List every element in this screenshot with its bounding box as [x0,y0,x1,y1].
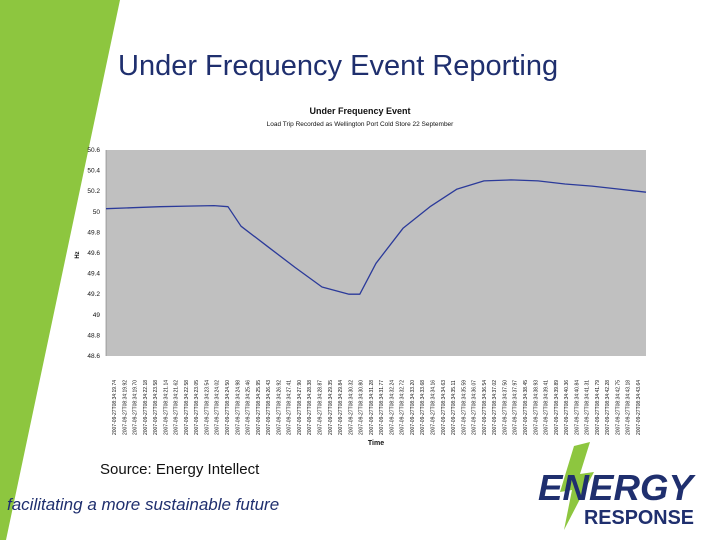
x-axis-label: Time [368,440,384,447]
x-tick-label: 2007-09-27T08:34:28.87 [317,380,323,435]
energy-response-logo: ENERGY RESPONSE [538,442,696,530]
logo-wordmark-response: RESPONSE [584,507,694,529]
tagline: facilitating a more sustainable future [7,495,280,514]
x-tick-label: 2007-09-27T08:34:38.93 [533,380,539,435]
y-tick-label: 50 [93,209,101,216]
x-tick-label: 2007-09-27T08:34:26.43 [266,380,272,435]
x-tick-label: 2007-09-27T08:34:34.16 [431,380,437,435]
x-tick-label: 2007-09-27T08:34:38.45 [523,380,529,435]
x-tick-label: 2007-09-27T08:34:25.46 [246,380,252,435]
x-tick-label: 2007-09-27T08:34:30.32 [348,380,354,435]
x-tick-label: 2007-09-27T08:34:28.38 [307,380,313,435]
chart-title: Under Frequency Event [309,106,410,116]
x-tick-label: 2007-09-27T08:34:26.92 [276,380,282,435]
logo-wordmark-energy: ENERGY [538,467,696,508]
x-tick-label: 2007-09-27T08:34:41.31 [585,380,591,435]
x-tick-label: 2007-09-27T08:34:41.79 [595,380,601,435]
x-tick-label: 2007-09-27T08:34:23.58 [153,380,159,435]
x-tick-label: 2007-09-27T08:34:21.62 [174,380,180,435]
y-tick-label: 48.8 [87,332,100,339]
y-tick-label: 50.6 [87,147,100,154]
lightning-bolt-icon [560,442,594,530]
x-tick-label: 2007-09-27T08:34:36.54 [482,380,488,435]
slide-title: Under Frequency Event Reporting [118,50,559,82]
x-tick-label: 2007-09-27T08:34:23.54 [204,380,210,435]
plot-area [106,150,646,356]
x-tick-label: 2007-09-27T08:34:31.77 [379,380,385,435]
x-tick-label: 2007-09-27T08:34:29.84 [338,380,344,435]
x-tick-label: 2007-09-27T08:34:23.05 [194,380,200,435]
y-tick-label: 49.4 [87,271,100,278]
y-axis-label: Hz [75,251,81,258]
x-tick-label: 2007-09-27T08:34:19.70 [133,380,139,435]
x-tick-label: 2007-09-27T08:34:19.74 [112,380,118,435]
y-tick-label: 49 [93,312,101,319]
y-tick-label: 49.6 [87,250,100,257]
x-tick-label: 2007-09-27T08:34:33.68 [420,380,426,435]
x-tick-label: 2007-09-27T08:34:24.02 [215,380,221,435]
x-tick-label: 2007-09-27T08:34:43.18 [626,380,632,435]
x-tick-label: 2007-09-27T08:34:32.72 [400,380,406,435]
x-tick-label: 2007-09-27T08:34:37.02 [492,380,498,435]
x-tick-label: 2007-09-27T08:34:39.41 [544,380,550,435]
x-tick-label: 2007-09-27T08:34:31.28 [369,380,375,435]
x-tick-label: 2007-09-27T08:34:34.63 [441,380,447,435]
x-tick-label: 2007-09-27T08:34:32.24 [389,380,395,435]
x-tick-label: 2007-09-27T08:34:24.50 [225,380,231,435]
y-tick-label: 49.2 [87,291,100,298]
y-tick-label: 48.6 [87,353,100,360]
x-tick-label: 2007-09-27T08:34:39.89 [554,380,560,435]
x-tick-label: 2007-09-27T08:34:30.80 [359,380,365,435]
frequency-series-line [105,179,647,295]
x-tick-label: 2007-09-27T08:34:19.92 [122,380,128,435]
x-tick-label: 2007-09-27T08:34:40.84 [574,380,580,435]
x-tick-label: 2007-09-27T08:34:43.64 [636,380,642,435]
y-tick-label: 50.4 [87,168,100,175]
y-tick-label: 50.2 [87,188,100,195]
source-note: Source: Energy Intellect [100,461,260,478]
x-tick-label: 2007-09-27T08:34:21.14 [163,380,169,435]
x-tick-label: 2007-09-27T08:34:35.59 [461,380,467,435]
x-tick-label: 2007-09-27T08:34:27.41 [287,380,293,435]
x-tick-label: 2007-09-27T08:34:24.98 [235,380,241,435]
x-tick-label: 2007-09-27T08:34:22.58 [184,380,190,435]
x-tick-label: 2007-09-27T08:34:29.35 [328,380,334,435]
x-tick-label: 2007-09-27T08:34:37.50 [502,380,508,435]
frequency-chart: Under Frequency Event Load Trip Recorded… [75,106,647,447]
x-tick-label: 2007-09-27T08:34:27.90 [297,380,303,435]
x-tick-label: 2007-09-27T08:34:37.97 [513,380,519,435]
x-tick-label: 2007-09-27T08:34:25.95 [256,380,262,435]
green-accent-band [0,0,120,540]
chart-subtitle: Load Trip Recorded as Wellington Port Co… [267,121,455,128]
x-tick-label: 2007-09-27T08:34:40.36 [564,380,570,435]
y-tick-label: 49.8 [87,229,100,236]
x-tick-label: 2007-09-27T08:34:36.07 [472,380,478,435]
x-tick-label: 2007-09-27T08:34:42.75 [615,380,621,435]
x-tick-label: 2007-09-27T08:34:35.11 [451,380,457,435]
x-tick-label: 2007-09-27T08:34:22.18 [143,380,149,435]
x-tick-label: 2007-09-27T08:34:33.20 [410,380,416,435]
x-tick-label: 2007-09-27T08:34:42.28 [605,380,611,435]
